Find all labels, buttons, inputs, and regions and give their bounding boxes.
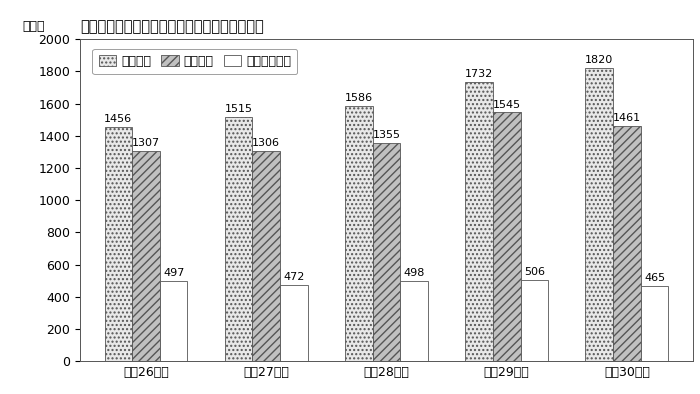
Text: 1306: 1306 bbox=[252, 138, 280, 148]
Text: （件）: （件） bbox=[22, 20, 45, 33]
Bar bbox=[280, 285, 308, 361]
Bar bbox=[585, 68, 613, 361]
Bar bbox=[132, 151, 160, 361]
Bar bbox=[613, 126, 641, 361]
Legend: 請求件数, 決定件数, 支給決定件数: 請求件数, 決定件数, 支給決定件数 bbox=[92, 48, 298, 74]
Bar bbox=[104, 127, 132, 361]
Bar bbox=[372, 143, 400, 361]
Bar bbox=[225, 117, 253, 361]
Text: 465: 465 bbox=[644, 273, 665, 284]
Bar bbox=[521, 280, 548, 361]
Text: 506: 506 bbox=[524, 267, 545, 277]
Text: 1586: 1586 bbox=[345, 93, 373, 103]
Bar bbox=[345, 106, 372, 361]
Text: 1355: 1355 bbox=[372, 130, 400, 140]
Text: 498: 498 bbox=[403, 268, 425, 278]
Bar bbox=[640, 286, 668, 361]
Bar bbox=[400, 281, 428, 361]
Text: 精神障害の請求、決定及び支給決定件数の推移: 精神障害の請求、決定及び支給決定件数の推移 bbox=[80, 19, 264, 34]
Text: 1820: 1820 bbox=[585, 55, 613, 65]
Text: 1461: 1461 bbox=[613, 113, 641, 123]
Text: 1307: 1307 bbox=[132, 138, 160, 148]
Text: 497: 497 bbox=[163, 268, 184, 278]
Text: 1545: 1545 bbox=[493, 100, 521, 110]
Text: 472: 472 bbox=[284, 272, 304, 282]
Bar bbox=[493, 112, 521, 361]
Bar bbox=[160, 281, 188, 361]
Text: 1456: 1456 bbox=[104, 114, 132, 124]
Text: 1515: 1515 bbox=[225, 104, 253, 114]
Bar bbox=[253, 151, 280, 361]
Bar bbox=[466, 82, 493, 361]
Text: 1732: 1732 bbox=[465, 69, 493, 79]
